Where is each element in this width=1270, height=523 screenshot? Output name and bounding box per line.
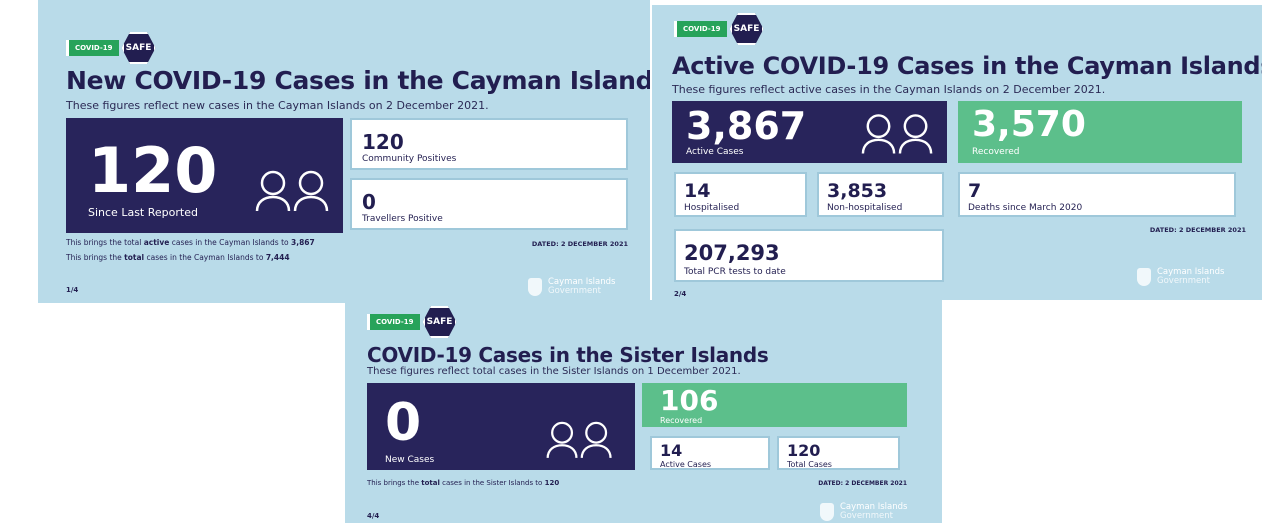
recovered-label: Recovered (660, 416, 703, 425)
stat-label: Community Positives (362, 154, 457, 164)
main-label: New Cases (385, 455, 435, 465)
slide-subtitle: These figures reflect total cases in the… (367, 366, 741, 377)
slide-title: Active COVID-19 Cases in the Cayman Isla… (672, 52, 1262, 80)
note-value: 120 (544, 479, 560, 487)
note-value: 7,444 (265, 253, 290, 262)
stat-card: 120 Community Positives (350, 118, 628, 170)
note-text: This brings the total (66, 238, 142, 247)
note-text: cases in the Cayman Islands to (171, 238, 289, 247)
note-text: This brings the (66, 253, 122, 262)
main-card: 0 New Cases (367, 383, 635, 470)
badge-tag: COVID-19 (674, 21, 727, 37)
stat-card: 14 Hospitalised (674, 172, 807, 217)
gov-name: Government (840, 511, 894, 522)
stat-card: 207,293 Total PCR tests to date (674, 229, 944, 282)
stat-label: Total PCR tests to date (684, 267, 786, 277)
slide: COVID-19 SAFE New COVID-19 Cases in the … (38, 0, 650, 303)
page-number: 2/4 (674, 290, 687, 298)
slide: COVID-19 SAFE COVID-19 Cases in the Sist… (345, 300, 942, 523)
main-value: 120 (88, 134, 218, 207)
badge: COVID-19 SAFE (367, 306, 457, 338)
recovered-card: 3,570 Recovered (958, 101, 1242, 163)
slide-title: COVID-19 Cases in the Sister Islands (367, 343, 769, 367)
stat-label: Deaths since March 2020 (968, 203, 1083, 213)
badge: COVID-19 SAFE (674, 13, 764, 45)
dated: DATED: 2 DECEMBER 2021 (1149, 226, 1246, 234)
note-text: cases in the Sister Islands to (442, 479, 543, 487)
note: This brings the total cases in the Cayma… (66, 253, 290, 262)
slide-title: New COVID-19 Cases in the Cayman Islands (66, 66, 650, 95)
recovered-value: 106 (660, 384, 719, 417)
main-label: Active Cases (686, 147, 744, 157)
dated: DATED: 2 DECEMBER 2021 (818, 480, 907, 487)
main-card: 3,867 Active Cases (672, 101, 947, 163)
badge: COVID-19 SAFE (66, 32, 156, 64)
stat-label: Hospitalised (684, 203, 740, 213)
stat-card: 14 Active Cases (650, 436, 770, 470)
gov-name: Cayman Islands (840, 502, 908, 512)
gov-name: Government (1157, 276, 1211, 287)
stat-value: 14 (660, 441, 683, 460)
stat-card: 0 Travellers Positive (350, 178, 628, 230)
stat-card: 7 Deaths since March 2020 (958, 172, 1236, 217)
gov-logo: Cayman Islands Government (820, 502, 908, 522)
recovered-label: Recovered (972, 147, 1020, 157)
main-value: 3,867 (686, 104, 807, 148)
gov-name: Cayman Islands (1157, 267, 1225, 277)
stat-card: 120 Total Cases (777, 436, 900, 470)
badge-tag: COVID-19 (367, 314, 420, 330)
badge-tag: COVID-19 (66, 40, 119, 56)
slide-subtitle: These figures reflect new cases in the C… (66, 99, 489, 112)
note-text: This brings the (367, 479, 420, 487)
stat-card: 3,853 Non-hospitalised (817, 172, 944, 217)
stat-value: 0 (362, 190, 376, 214)
note: This brings the total active cases in th… (66, 238, 315, 247)
badge-hex: SAFE (729, 13, 764, 45)
stat-label: Active Cases (660, 460, 712, 469)
people-icon (861, 114, 933, 154)
note-emphasis: total (124, 253, 145, 262)
recovered-card: 106 Recovered (642, 383, 907, 427)
stat-value: 207,293 (684, 241, 780, 265)
note: This brings the total cases in the Siste… (367, 479, 559, 487)
stat-label: Total Cases (787, 460, 832, 469)
people-icon (546, 421, 612, 458)
badge-hex: SAFE (422, 306, 457, 338)
note-emphasis: total (421, 479, 440, 487)
recovered-value: 3,570 (972, 104, 1086, 145)
note-text: cases in the Cayman Islands to (146, 253, 264, 262)
gov-logo: Cayman Islands Government (528, 277, 616, 297)
stat-value: 120 (787, 441, 821, 460)
gov-name: Government (548, 286, 602, 297)
stat-value: 14 (684, 180, 711, 202)
main-card: 120 Since Last Reported (66, 118, 343, 233)
people-icon (255, 170, 329, 212)
note-value: 3,867 (291, 238, 315, 247)
slide-subtitle: These figures reflect active cases in th… (672, 83, 1106, 96)
page-number: 1/4 (66, 286, 79, 294)
badge-hex: SAFE (121, 32, 156, 64)
main-value: 0 (385, 393, 422, 453)
stat-value: 120 (362, 130, 404, 154)
stat-value: 3,853 (827, 180, 888, 202)
main-label: Since Last Reported (88, 206, 198, 219)
stat-value: 7 (968, 180, 982, 202)
dated: DATED: 2 DECEMBER 2021 (531, 240, 628, 248)
note-emphasis: active (143, 238, 170, 247)
stat-label: Travellers Positive (362, 214, 443, 224)
slide: COVID-19 SAFE Active COVID-19 Cases in t… (652, 5, 1262, 300)
stat-label: Non-hospitalised (827, 203, 903, 213)
page-number: 4/4 (367, 512, 380, 520)
gov-name: Cayman Islands (548, 277, 616, 287)
gov-logo: Cayman Islands Government (1137, 267, 1225, 287)
